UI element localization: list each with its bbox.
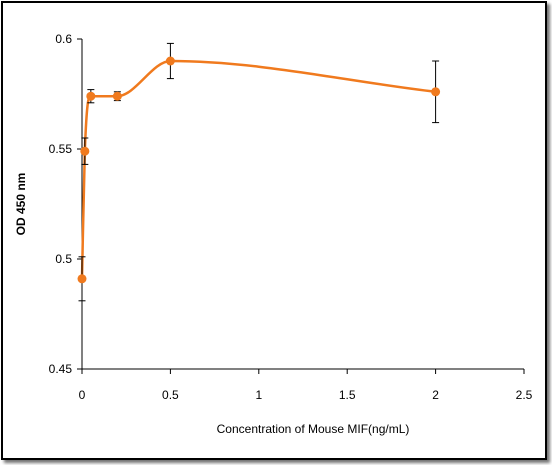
x-tick-label: 0.5	[162, 388, 179, 402]
y-tick-label: 0.55	[49, 142, 73, 156]
series-line	[80, 59, 436, 279]
y-axis-title: OD 450 nm	[14, 173, 28, 236]
y-tick-label: 0.45	[49, 362, 73, 376]
x-tick-label: 0	[79, 388, 86, 402]
x-axis-title: Concentration of Mouse MIF(ng/mL)	[217, 422, 410, 436]
chart-frame: 0.45 0.5 0.55 0.6 0 0.5 1 1.5 2 2.5 Concentratio…	[1, 1, 547, 460]
data-point	[80, 146, 90, 156]
data-point	[165, 56, 175, 66]
x-tick-label: 1.5	[339, 388, 356, 402]
x-ticks: 0 0.5 1 1.5 2 2.5	[79, 369, 533, 402]
chart-svg: 0.45 0.5 0.55 0.6 0 0.5 1 1.5 2 2.5 Concentratio…	[14, 32, 533, 436]
series-layer	[77, 42, 441, 302]
data-point	[112, 91, 122, 101]
data-point	[431, 87, 441, 97]
axes	[81, 39, 524, 370]
y-tick-label: 0.6	[55, 32, 72, 46]
data-point	[77, 274, 87, 284]
x-tick-label: 2.5	[516, 388, 533, 402]
x-tick-label: 2	[432, 388, 439, 402]
y-ticks: 0.45 0.5 0.55 0.6	[49, 32, 82, 376]
y-tick-label: 0.5	[55, 252, 72, 266]
x-tick-label: 1	[255, 388, 262, 402]
data-point	[86, 91, 96, 101]
